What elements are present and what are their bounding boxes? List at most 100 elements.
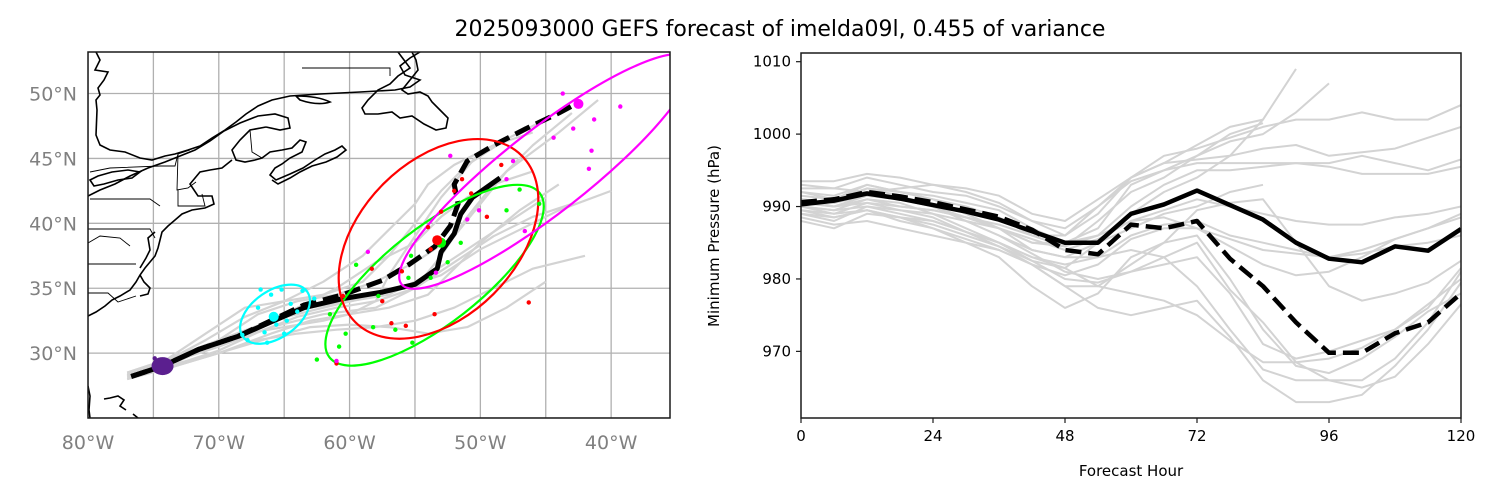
member-position-hour-72 xyxy=(484,214,490,220)
member-position-hour-24 xyxy=(268,292,274,297)
member-position-hour-72 xyxy=(459,176,465,182)
member-position-hour-72 xyxy=(380,298,385,304)
member-position-hour-48 xyxy=(314,357,320,362)
member-position-hour-24 xyxy=(258,287,263,292)
ensemble-track xyxy=(126,280,547,381)
member-position-hour-24 xyxy=(279,287,284,292)
y-axis-label: Minimum Pressure (hPa) xyxy=(705,145,723,327)
figure-title: 2025093000 GEFS forecast of imelda09l, 0… xyxy=(455,17,1106,42)
map-coastlines xyxy=(88,52,449,418)
coastline-carolinas xyxy=(139,274,151,297)
member-position-hour-48 xyxy=(537,201,542,207)
member-position-hour-72 xyxy=(438,209,444,214)
member-position-hour-24 xyxy=(274,322,279,327)
ensemble-pressure-line xyxy=(801,198,1461,389)
ensemble-pressure-line xyxy=(801,183,1461,382)
map-panel: 80°W 70°W 60°W 50°W 40°W 30°N 35°N 40°N 45°N 50°N xyxy=(29,51,671,454)
member-position-hour-96 xyxy=(448,153,453,159)
pressure-chart: 0 24 48 72 96 120 970 980 990 1000 1010 Forecast H… xyxy=(705,52,1476,480)
ensemble-pressure-line xyxy=(801,162,1461,248)
border-pa-md xyxy=(88,228,156,239)
member-position-hour-24 xyxy=(262,330,267,335)
member-position-hour-72 xyxy=(428,247,433,252)
x-tick-label: 96 xyxy=(1319,427,1338,445)
x-tick-label: 120 xyxy=(1447,427,1476,445)
member-position-hour-24 xyxy=(281,331,287,336)
member-position-hour-72 xyxy=(369,266,375,271)
member-position-hour-96 xyxy=(618,104,623,109)
member-position-hour-24 xyxy=(240,332,245,338)
coastline-bahamas xyxy=(103,395,127,411)
border-ct-ma xyxy=(177,190,206,207)
coastline-north xyxy=(93,52,422,161)
member-position-hour-96 xyxy=(476,208,482,213)
mean-position-hour-96 xyxy=(573,98,584,109)
member-position-hour-72 xyxy=(469,191,474,196)
mean-dashed-line xyxy=(801,189,1461,356)
map-lat-tick-label: 30°N xyxy=(29,343,77,365)
map-lon-tick-label: 40°W xyxy=(585,432,638,454)
member-position-hour-48 xyxy=(517,187,522,192)
x-axis-label: Forecast Hour xyxy=(1079,462,1184,480)
border-nb-ns xyxy=(249,129,263,159)
member-position-hour-48 xyxy=(406,275,411,281)
x-tick-label: 48 xyxy=(1055,427,1074,445)
member-position-hour-96 xyxy=(591,117,597,122)
y-tick-label: 1000 xyxy=(753,125,791,143)
map-lat-tick-label: 35°N xyxy=(29,278,77,300)
member-position-hour-96 xyxy=(522,228,528,234)
mean-pressure-lines xyxy=(801,188,1461,356)
member-position-hour-24 xyxy=(264,340,270,345)
member-position-hour-96 xyxy=(365,249,371,255)
ensemble-track xyxy=(126,131,534,375)
ensemble-pressure-line xyxy=(801,205,1461,364)
spread-ellipse-hour-96 xyxy=(398,52,670,290)
initial-position-cluster xyxy=(151,357,174,376)
member-position-hour-96 xyxy=(465,217,470,222)
member-position-hour-48 xyxy=(408,253,414,258)
ensemble-pressure-line xyxy=(801,209,1461,375)
mean-solid-line xyxy=(801,188,1461,265)
ensemble-pressure-line xyxy=(801,183,1264,270)
member-position-hour-96 xyxy=(504,176,509,182)
member-position-hour-72 xyxy=(340,293,346,299)
member-position-hour-72 xyxy=(425,225,431,230)
ensemble-pressure-lines xyxy=(801,68,1461,404)
member-position-hour-96 xyxy=(510,158,516,164)
map-frame xyxy=(87,51,671,419)
map-lon-tick-label: 60°W xyxy=(323,432,376,454)
member-position-hour-48 xyxy=(353,262,359,268)
x-tick-label: 72 xyxy=(1187,427,1206,445)
spread-ellipse-hour-72 xyxy=(337,137,540,340)
border-nc xyxy=(88,292,137,303)
member-position-hour-48 xyxy=(370,324,376,330)
mean-position-hour-24 xyxy=(268,311,279,322)
member-position-hour-96 xyxy=(589,148,594,153)
ensemble-pressure-line xyxy=(801,122,1264,248)
map-tick-labels: 80°W 70°W 60°W 50°W 40°W 30°N 35°N 40°N 45°N 50°N xyxy=(29,84,637,454)
mean-position-hour-72 xyxy=(432,235,443,246)
member-position-hour-24 xyxy=(255,305,261,310)
forecast-markers xyxy=(151,52,670,376)
coastline-midatlantic xyxy=(139,231,156,269)
spread-ellipse-hour-48 xyxy=(324,183,545,367)
border-vt-nh xyxy=(176,153,197,191)
map-borders xyxy=(88,67,391,303)
ensemble-pressure-line xyxy=(801,118,1264,222)
y-tick-label: 990 xyxy=(762,198,791,216)
member-position-hour-24 xyxy=(245,337,250,343)
member-position-hour-96 xyxy=(334,358,339,364)
member-position-hour-72 xyxy=(399,269,405,274)
member-position-hour-24 xyxy=(288,301,293,306)
coastline-maritimes xyxy=(231,126,348,185)
ensemble-track xyxy=(126,202,573,379)
map-lon-tick-label: 50°W xyxy=(454,432,507,454)
member-position-hour-72 xyxy=(403,323,409,329)
coastline-florida xyxy=(88,385,91,418)
map-lon-tick-label: 80°W xyxy=(62,432,115,454)
border-ny-pa xyxy=(90,198,161,207)
border-wv xyxy=(88,235,131,247)
ensemble-pressure-line xyxy=(801,198,1461,302)
member-position-hour-96 xyxy=(586,166,592,172)
